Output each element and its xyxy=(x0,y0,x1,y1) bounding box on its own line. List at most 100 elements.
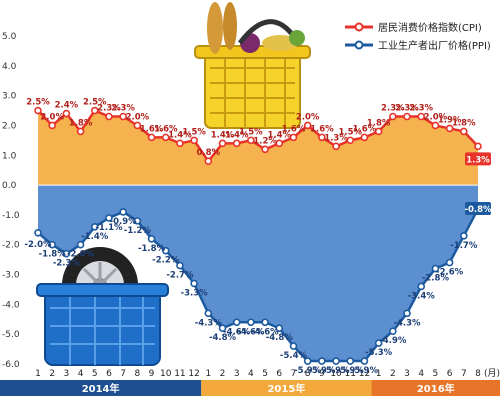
data-point xyxy=(261,145,269,154)
last-value-badge xyxy=(465,201,491,215)
data-label: 1.3% xyxy=(466,155,490,165)
data-point xyxy=(119,112,127,121)
data-label: -0.9% xyxy=(110,217,138,227)
x-tick-label: 1 xyxy=(35,369,41,379)
x-tick-label: 8 xyxy=(134,369,140,379)
data-point xyxy=(474,142,482,151)
data-point xyxy=(303,357,312,365)
data-label: -2.2% xyxy=(152,256,180,266)
x-tick-label: 4 xyxy=(418,369,424,379)
data-point xyxy=(289,342,298,350)
data-label: -1.4% xyxy=(81,232,109,242)
y-tick-label: 1.0 xyxy=(2,151,17,161)
x-tick-label: 7 xyxy=(120,369,126,379)
x-tick-label: 2 xyxy=(49,369,55,379)
data-point xyxy=(460,127,468,136)
x-tick-label: 4 xyxy=(248,369,254,379)
x-tick-label: 4 xyxy=(78,369,84,379)
data-label: 1.3% xyxy=(324,133,348,143)
data-point xyxy=(76,240,85,249)
data-label: -2.3% xyxy=(53,259,81,269)
data-label: 2.3% xyxy=(409,104,433,114)
data-point xyxy=(360,133,369,142)
last-value-badge xyxy=(465,152,491,166)
data-label: 0.8% xyxy=(197,148,221,158)
data-point xyxy=(161,246,170,255)
data-label: -5.9% xyxy=(308,366,336,376)
data-label: 2.0% xyxy=(424,112,448,122)
data-point xyxy=(176,261,184,270)
data-label: 2.0% xyxy=(40,112,64,122)
data-label: -2.6% xyxy=(436,268,464,278)
x-tick-label: 9 xyxy=(319,369,325,379)
year-band-segment xyxy=(371,380,500,396)
y-tick-label: -4.0 xyxy=(2,300,20,310)
data-label: -2.7% xyxy=(166,271,194,281)
data-label: -1.1% xyxy=(95,223,123,233)
data-label: 1.5% xyxy=(239,127,263,137)
y-tick-label: -3.0 xyxy=(2,271,20,281)
data-label: 1.4% xyxy=(211,130,235,140)
data-label: 1.5% xyxy=(182,127,206,137)
data-point xyxy=(76,127,85,136)
data-point xyxy=(318,133,326,142)
data-label: -2.8% xyxy=(422,274,450,284)
data-label: -5.9% xyxy=(294,366,322,376)
x-tick-label: 5 xyxy=(433,369,439,379)
data-point xyxy=(445,258,454,267)
data-label: -5.9% xyxy=(323,366,351,376)
data-point xyxy=(190,279,198,288)
legend: 居民消费价格指数(CPI) 工业生产者出厂价格(PPI) xyxy=(345,21,491,52)
data-point xyxy=(431,264,440,273)
legend-ppi-label: 工业生产者出厂价格(PPI) xyxy=(378,39,491,52)
ppi-area xyxy=(38,185,478,362)
x-tick-label: 6 xyxy=(106,369,112,379)
data-label: -4.3% xyxy=(393,318,421,328)
x-tick-label: 5 xyxy=(262,369,268,379)
y-tick-label: 3.0 xyxy=(2,92,17,102)
data-point xyxy=(460,231,468,240)
data-point xyxy=(318,357,326,365)
data-point xyxy=(176,139,184,148)
y-tick-label: -6.0 xyxy=(2,360,20,370)
data-label: -4.6% xyxy=(252,327,280,337)
data-point xyxy=(346,357,355,365)
data-label: -1.8% xyxy=(39,250,67,260)
data-label: 1.4% xyxy=(268,130,292,140)
data-label: -5.4% xyxy=(280,351,308,361)
data-point xyxy=(190,136,198,145)
data-point xyxy=(218,139,227,148)
x-tick-label: 5 xyxy=(92,369,98,379)
data-point xyxy=(332,142,340,151)
data-point xyxy=(417,112,426,121)
data-point xyxy=(445,124,454,133)
data-point xyxy=(218,324,227,333)
data-label: -4.3% xyxy=(195,318,223,328)
data-label: 1.8% xyxy=(69,118,93,128)
y-tick-label: 0.0 xyxy=(2,181,17,191)
x-tick-label: 1 xyxy=(376,369,382,379)
y-tick-label: 4.0 xyxy=(2,62,17,72)
data-label: 1.6% xyxy=(154,124,178,134)
data-point xyxy=(90,223,99,231)
data-point xyxy=(417,282,426,291)
x-tick-label: 3 xyxy=(404,369,410,379)
year-band-segment xyxy=(0,380,202,396)
data-label: -2.0% xyxy=(67,250,95,260)
data-point xyxy=(346,136,355,145)
data-point xyxy=(332,357,340,365)
data-label: -1.8% xyxy=(138,244,166,254)
data-point xyxy=(275,324,284,333)
data-label: -3.3% xyxy=(181,288,209,298)
data-point xyxy=(289,133,298,142)
data-label: -5.3% xyxy=(365,348,393,358)
year-label: 2014年 xyxy=(82,382,120,395)
data-point xyxy=(232,139,241,148)
data-point xyxy=(303,121,312,130)
data-label: 1.4% xyxy=(168,130,192,140)
data-label: -5.9% xyxy=(351,366,379,376)
x-tick-label: 8 xyxy=(475,369,481,379)
data-point xyxy=(48,240,56,249)
data-point xyxy=(204,309,213,318)
